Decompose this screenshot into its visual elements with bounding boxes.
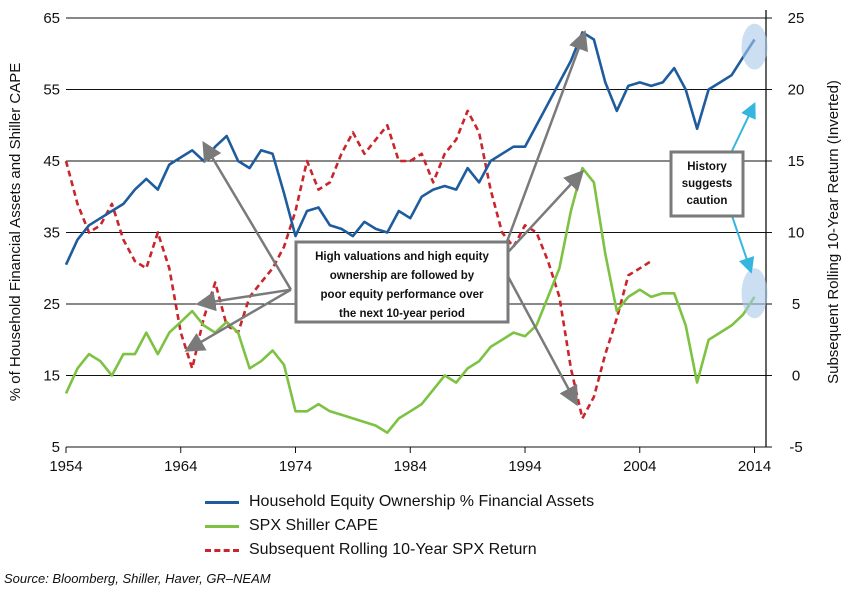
annotation-text-line: History: [687, 161, 727, 173]
highlight-layer: [741, 23, 768, 319]
right-tick-label: -5: [789, 439, 802, 456]
legend-swatch-equity: [205, 500, 239, 504]
highlight-ellipse-cape: [741, 268, 768, 319]
caution-arrow-up: [729, 101, 756, 156]
right-tick-label: 0: [792, 368, 800, 385]
x-tick-label: 1954: [49, 458, 82, 475]
highlight-ellipse-equity: [741, 23, 768, 70]
legend-label-cape: SPX Shiller CAPE: [249, 517, 378, 534]
legend-label-equity: Household Equity Ownership % Financial A…: [249, 493, 595, 510]
series-line-return: [64, 109, 652, 420]
annotation-arrow: [202, 140, 292, 291]
annotation-text-line: poor equity performance over: [321, 289, 484, 301]
x-tick-label: 2004: [623, 458, 656, 475]
annotation-arrow: [498, 260, 578, 407]
right-axis-ticks: -5 0 5 10 15 20 25: [788, 10, 805, 456]
annotation-arrow: [184, 288, 292, 352]
annotation-box-valuations: [294, 240, 510, 324]
series-line-cape: [64, 166, 756, 434]
right-tick-label: 10: [788, 225, 805, 242]
right-tick-label: 25: [788, 10, 805, 27]
annotation-arrow: [498, 29, 588, 262]
legend: Household Equity Ownership % Financial A…: [205, 490, 594, 562]
annotation-text-line: ownership are followed by: [330, 270, 475, 282]
right-tick-label: 15: [788, 153, 805, 170]
right-tick-label: 20: [788, 82, 805, 99]
left-axis-ticks: 5 15 25 35 45 55 65: [43, 10, 60, 456]
left-tick-label: 15: [43, 368, 60, 385]
right-axis-title: Subsequent Rolling 10-Year Return (Inver…: [825, 80, 842, 384]
x-tick-label: 1974: [279, 458, 312, 475]
series-layer: [64, 30, 756, 434]
x-tick-label: 1964: [164, 458, 197, 475]
x-axis-ticks: 1954 1964 1974 1984 1994 2004 2014: [49, 458, 771, 475]
annotation-boxes: High valuations and high equity ownership…: [294, 150, 745, 324]
annotation-text-line: High valuations and high equity: [315, 251, 489, 263]
gridlines: [65, 10, 772, 453]
left-tick-label: 65: [43, 10, 60, 27]
x-tick-label: 2014: [738, 458, 771, 475]
left-tick-label: 5: [52, 439, 60, 456]
annotation-arrows: [184, 29, 756, 407]
annotation-text-line: the next 10-year period: [339, 308, 465, 320]
left-tick-label: 35: [43, 225, 60, 242]
left-axis-title: % of Household Financial Assets and Shil…: [7, 63, 24, 402]
source-note: Source: Bloomberg, Shiller, Haver, GR–NE…: [4, 571, 271, 586]
right-tick-label: 5: [792, 296, 800, 313]
legend-item-cape: SPX Shiller CAPE: [205, 514, 594, 538]
left-tick-label: 55: [43, 82, 60, 99]
annotation-text-line: caution: [687, 195, 728, 207]
legend-item-return: Subsequent Rolling 10-Year SPX Return: [205, 538, 594, 562]
legend-swatch-cape: [205, 524, 239, 528]
x-tick-label: 1984: [394, 458, 427, 475]
legend-swatch-return: [205, 548, 239, 552]
annotation-arrow: [498, 169, 585, 262]
annotation-box-caution: [669, 150, 745, 218]
caution-arrow-down: [729, 209, 755, 274]
left-tick-label: 45: [43, 153, 60, 170]
legend-item-equity: Household Equity Ownership % Financial A…: [205, 490, 594, 514]
series-line-equity: [64, 30, 756, 266]
left-tick-label: 25: [43, 296, 60, 313]
legend-label-return: Subsequent Rolling 10-Year SPX Return: [249, 541, 537, 558]
annotation-text-line: suggests: [682, 178, 733, 190]
x-tick-label: 1994: [508, 458, 541, 475]
annotation-arrow: [195, 288, 292, 312]
